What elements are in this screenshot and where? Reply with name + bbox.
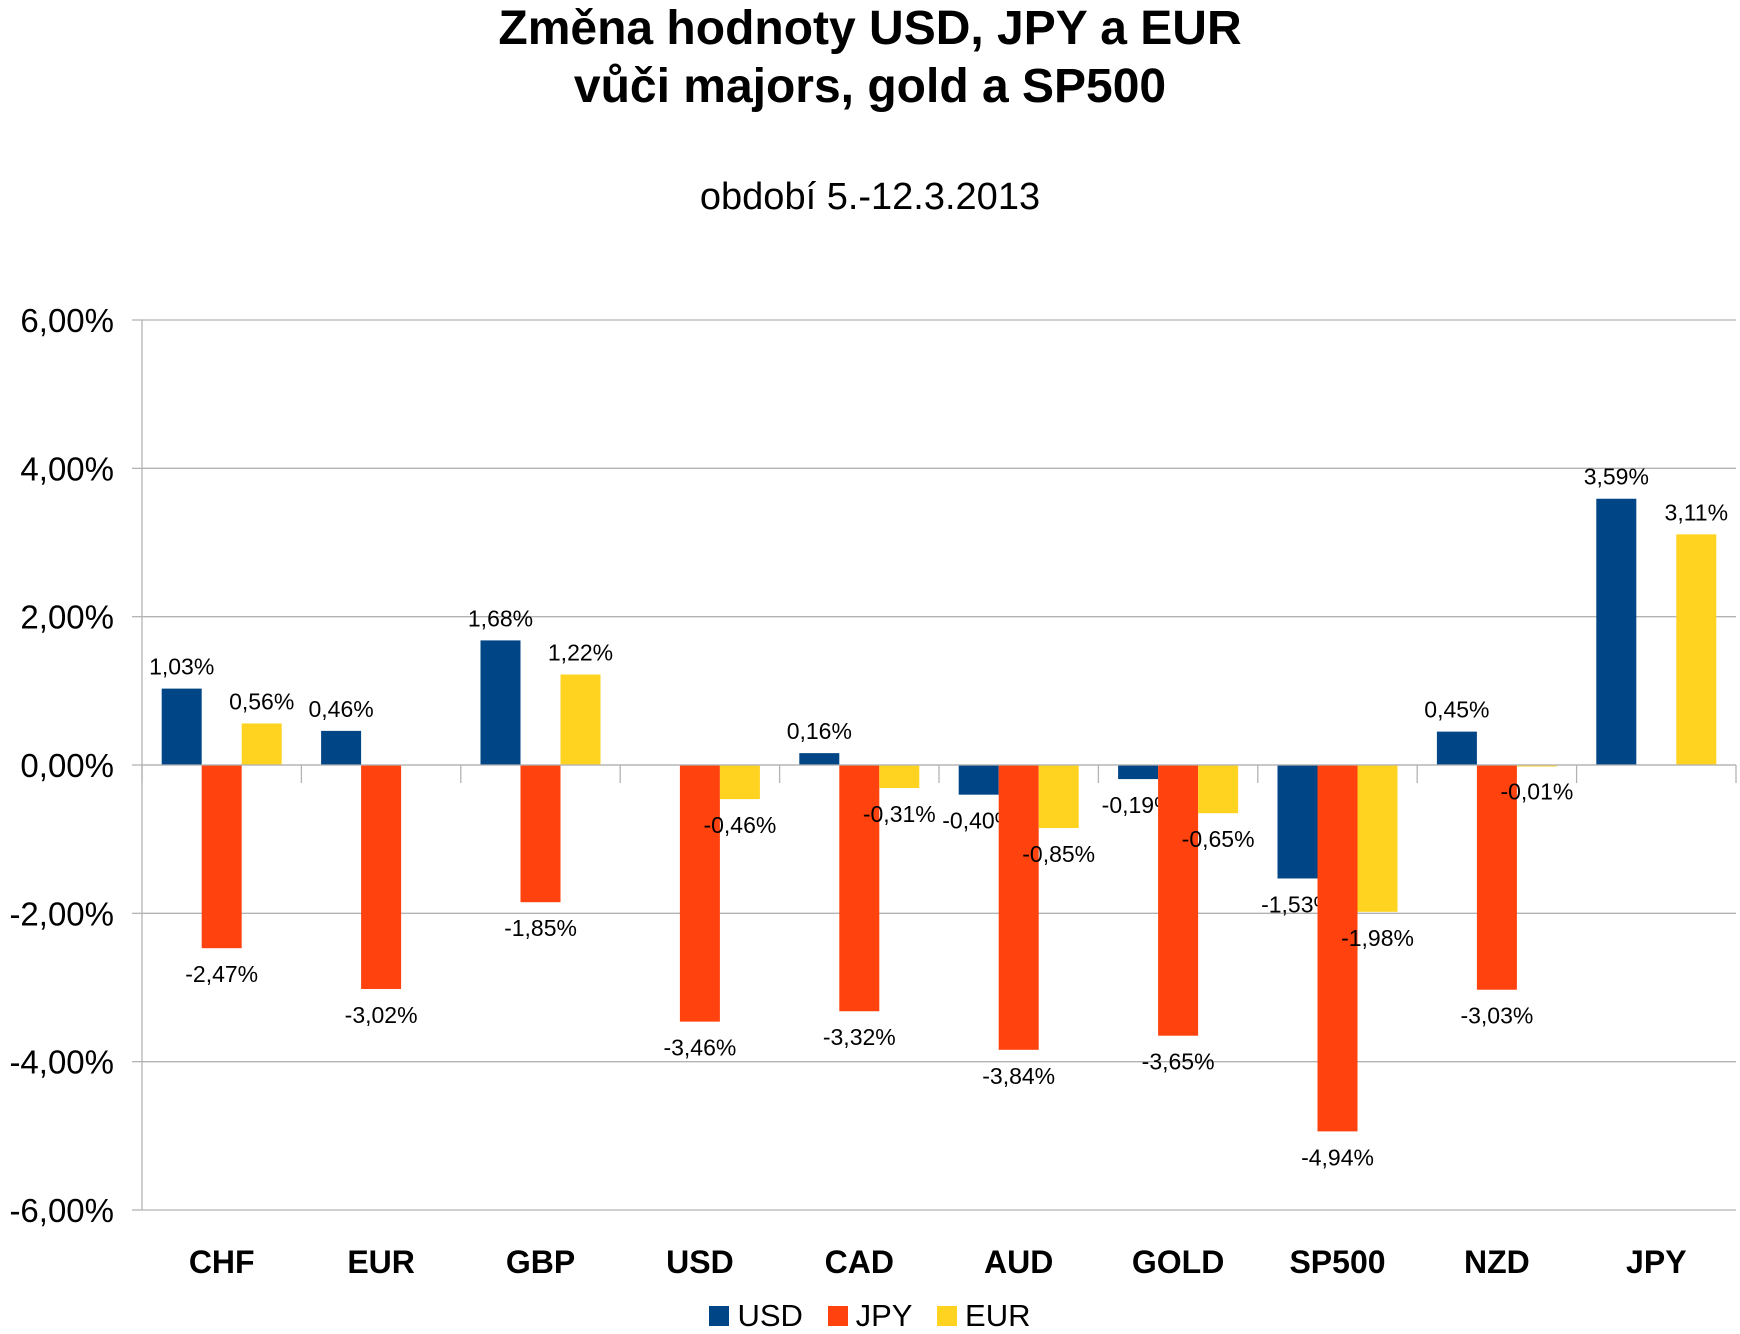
category-label-jpy: JPY xyxy=(1626,1244,1686,1280)
data-label-eur-sp500: -1,98% xyxy=(1341,925,1414,951)
data-label-eur-jpy: 3,11% xyxy=(1665,499,1729,525)
data-label-usd-jpy: 3,59% xyxy=(1584,464,1649,490)
bar-jpy-eur xyxy=(361,765,402,989)
category-label-cad: CAD xyxy=(825,1244,894,1280)
bar-jpy-chf xyxy=(201,765,242,949)
legend-swatch-eur xyxy=(937,1305,958,1326)
y-tick-label: 0,00% xyxy=(20,747,114,784)
legend-item-eur: EUR xyxy=(937,1298,1031,1334)
bar-eur-usd xyxy=(719,765,760,800)
data-label-jpy-nzd: -3,03% xyxy=(1460,1003,1533,1029)
data-label-jpy-sp500: -4,94% xyxy=(1301,1144,1374,1170)
bar-jpy-nzd xyxy=(1476,765,1517,990)
y-tick-label: 6,00% xyxy=(20,302,114,339)
y-tick-label: 4,00% xyxy=(20,450,114,487)
data-label-eur-usd: -0,46% xyxy=(703,812,776,838)
data-label-usd-eur: 0,46% xyxy=(308,696,373,722)
data-label-eur-gbp: 1,22% xyxy=(548,640,613,666)
data-label-jpy-gold: -3,65% xyxy=(1142,1049,1215,1075)
data-label-usd-chf: 1,03% xyxy=(149,654,214,680)
bar-jpy-sp500 xyxy=(1317,765,1358,1132)
category-label-gold: GOLD xyxy=(1132,1244,1224,1280)
chart-title-line-1: Změna hodnoty USD, JPY a EUR xyxy=(498,2,1242,55)
data-label-jpy-gbp: -1,85% xyxy=(504,915,577,941)
bar-eur-gold xyxy=(1198,765,1239,814)
bar-eur-gbp xyxy=(560,674,601,765)
bar-jpy-gold xyxy=(1158,765,1199,1036)
y-tick-label: -2,00% xyxy=(9,895,114,932)
y-tick-label: -6,00% xyxy=(9,1192,114,1229)
legend-item-usd: USD xyxy=(709,1298,803,1334)
bar-usd-jpy xyxy=(1596,498,1637,765)
bar-usd-nzd xyxy=(1436,731,1477,765)
bar-jpy-aud xyxy=(998,765,1039,1050)
bar-usd-chf xyxy=(161,688,202,765)
data-label-eur-gold: -0,65% xyxy=(1182,826,1255,852)
data-label-eur-nzd: -0,01% xyxy=(1500,779,1573,805)
bar-usd-aud xyxy=(958,765,999,795)
data-label-jpy-eur: -3,02% xyxy=(345,1002,418,1028)
bar-usd-sp500 xyxy=(1277,765,1318,879)
legend-swatch-jpy xyxy=(827,1305,848,1326)
bar-eur-nzd xyxy=(1516,765,1557,767)
category-label-nzd: NZD xyxy=(1464,1244,1530,1280)
bar-eur-chf xyxy=(241,723,282,765)
bar-eur-jpy xyxy=(1676,534,1717,765)
data-label-jpy-chf: -2,47% xyxy=(185,961,258,987)
data-label-jpy-usd: -3,46% xyxy=(663,1035,736,1061)
legend-swatch-usd xyxy=(709,1305,730,1326)
legend-label-usd: USD xyxy=(737,1298,803,1333)
bar-jpy-gbp xyxy=(520,765,561,903)
bar-eur-sp500 xyxy=(1357,765,1398,912)
bar-usd-cad xyxy=(799,753,840,765)
data-label-jpy-aud: -3,84% xyxy=(982,1063,1055,1089)
category-label-usd: USD xyxy=(666,1244,734,1280)
y-tick-label: -4,00% xyxy=(9,1044,114,1081)
bar-jpy-usd xyxy=(679,765,720,1022)
bar-eur-cad xyxy=(879,765,920,788)
y-tick-label: 2,00% xyxy=(20,599,114,636)
data-label-jpy-cad: -3,32% xyxy=(823,1024,896,1050)
legend-label-jpy: JPY xyxy=(855,1298,913,1333)
legend-item-jpy: JPY xyxy=(827,1298,913,1334)
legend-label-eur: EUR xyxy=(965,1298,1031,1333)
bar-usd-gold xyxy=(1118,765,1159,780)
data-label-usd-nzd: 0,45% xyxy=(1424,697,1489,723)
bar-eur-aud xyxy=(1038,765,1079,829)
category-label-gbp: GBP xyxy=(506,1244,575,1280)
category-label-aud: AUD xyxy=(984,1244,1053,1280)
bar-jpy-cad xyxy=(839,765,880,1012)
data-label-usd-cad: 0,16% xyxy=(787,718,852,744)
bar-usd-eur xyxy=(321,730,362,765)
bar-chart: 6,00% 4,00% 2,00% 0,00% -2,00% -4,00% -6,00% 1,… xyxy=(9,302,1737,1280)
chart-title-line-2: vůči majors, gold a SP500 xyxy=(573,60,1167,113)
bar-usd-gbp xyxy=(480,640,521,765)
data-label-usd-gbp: 1,68% xyxy=(468,605,533,631)
data-label-eur-chf: 0,56% xyxy=(229,688,294,714)
data-label-eur-cad: -0,31% xyxy=(863,801,936,827)
chart-legend: USD JPY EUR xyxy=(0,1298,1740,1334)
chart-subtitle: období 5.-12.3.2013 xyxy=(699,176,1041,218)
category-label-chf: CHF xyxy=(189,1244,255,1280)
category-label-sp500: SP500 xyxy=(1289,1244,1385,1280)
category-label-eur: EUR xyxy=(347,1244,415,1280)
data-label-eur-aud: -0,85% xyxy=(1022,841,1095,867)
